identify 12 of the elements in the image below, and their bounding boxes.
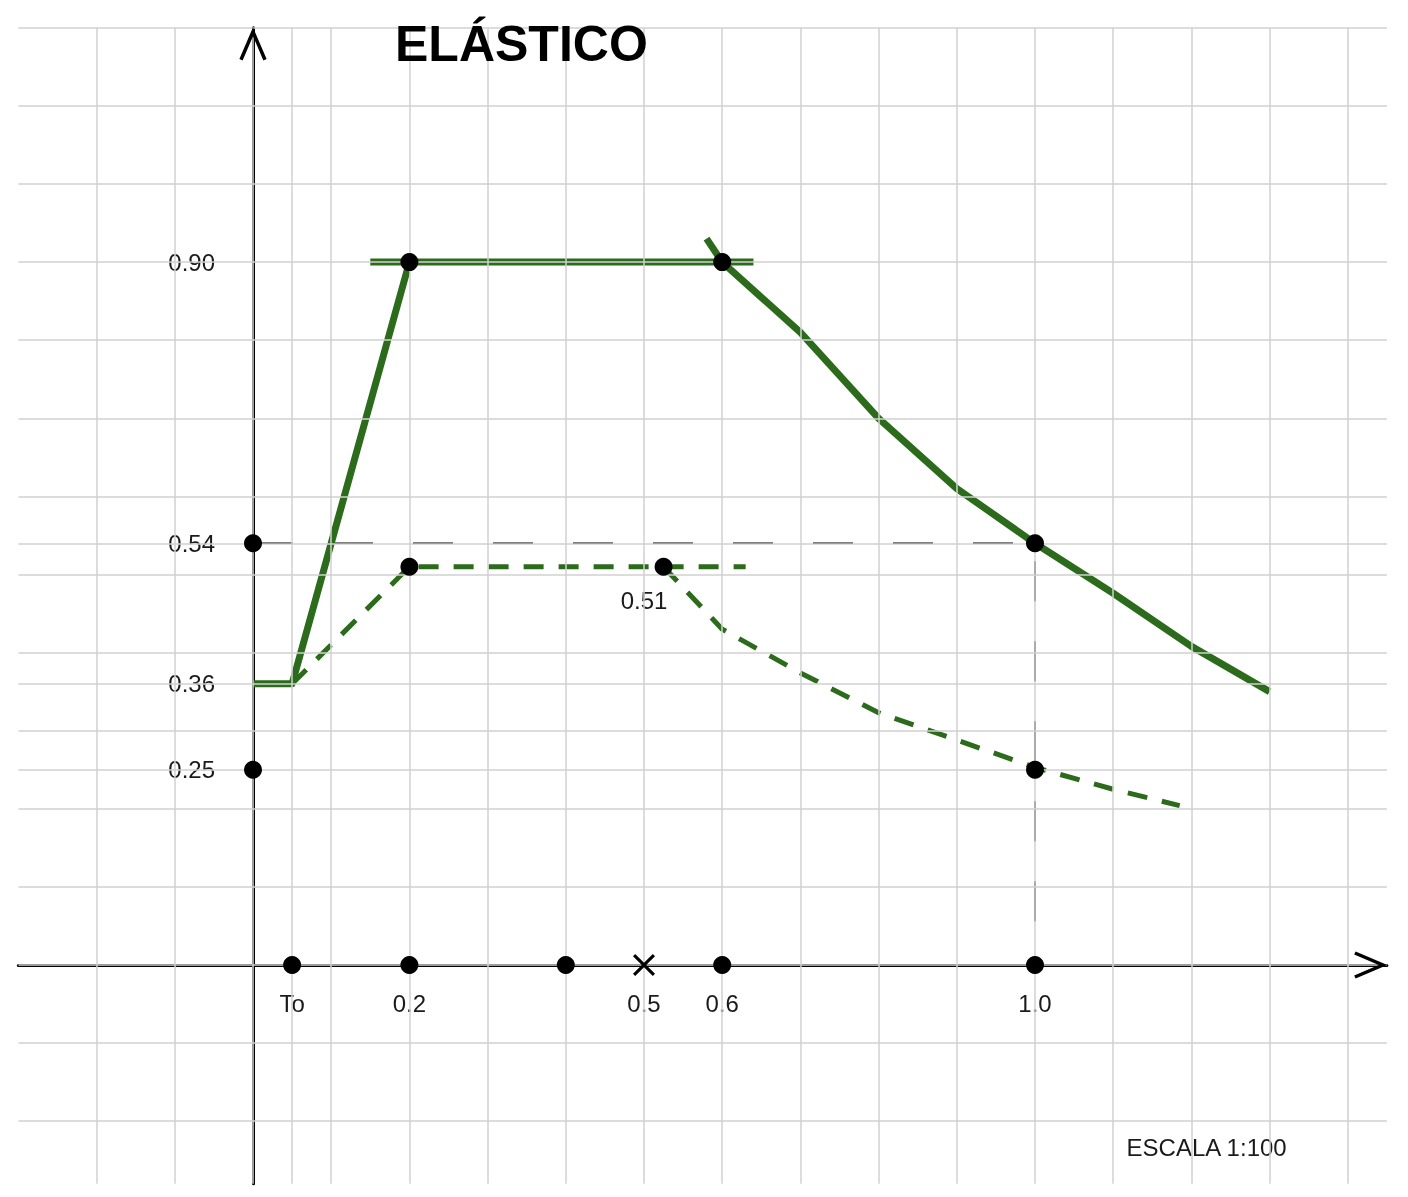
x-tick-label: 0.5 — [627, 989, 661, 1017]
annotation: 0.51 — [620, 587, 668, 615]
annotation: ESCALA 1:100 — [1126, 1133, 1287, 1161]
x-tick-label: 0.2 — [392, 989, 427, 1017]
x-tick-label: 1.0 — [1018, 989, 1052, 1017]
y-tick-label: 0.90 — [168, 248, 215, 276]
y-tick-label: 0.54 — [168, 529, 215, 557]
x-tick-label: 0.6 — [705, 989, 739, 1017]
x-tick-label: To — [279, 989, 305, 1017]
y-tick-label: 0.25 — [168, 756, 215, 784]
y-tick-label: 0.36 — [168, 670, 215, 698]
chart-title: ELÁSTICO — [395, 16, 648, 72]
